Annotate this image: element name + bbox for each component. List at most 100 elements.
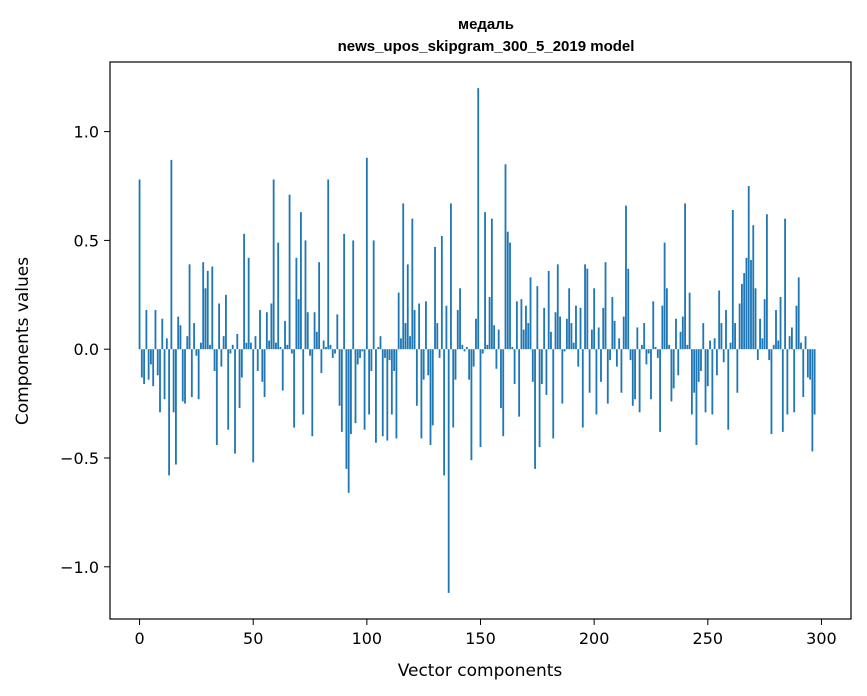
bar-255: [718, 290, 721, 350]
bar-222: [643, 323, 646, 350]
bar-206: [606, 349, 609, 404]
bar-157: [495, 349, 498, 369]
bar-169: [522, 329, 525, 350]
bar-60: [275, 342, 277, 350]
bar-162: [506, 231, 509, 350]
bar-226: [652, 301, 655, 350]
bar-209: [613, 320, 616, 350]
bar-129: [431, 349, 434, 426]
bars-group: [138, 88, 816, 593]
bar-297: [813, 349, 816, 415]
bar-224: [647, 349, 650, 354]
bar-205: [604, 262, 607, 350]
x-tick-label: 100: [352, 629, 383, 648]
bar-102: [370, 349, 373, 371]
bar-238: [679, 331, 682, 350]
bar-44: [238, 349, 241, 408]
bar-168: [520, 299, 523, 350]
bar-116: [402, 203, 405, 350]
chart-subtitle: news_upos_skipgram_300_5_2019 model: [338, 38, 635, 55]
x-axis-ticks: 0 50 100 150 200 250 300: [134, 619, 837, 648]
bar-3: [145, 310, 148, 350]
bar-241: [686, 344, 689, 350]
bar-61: [277, 242, 280, 350]
bar-237: [677, 349, 680, 376]
bar-58: [270, 303, 273, 350]
bar-234: [670, 349, 673, 402]
bar-186: [561, 349, 564, 404]
bar-100: [365, 157, 368, 350]
bar-121: [413, 310, 416, 350]
bar-221: [640, 344, 643, 350]
bar-164: [511, 347, 514, 350]
bar-68: [293, 349, 296, 428]
bar-14: [170, 159, 173, 350]
bar-81: [322, 340, 325, 350]
bar-137: [450, 203, 452, 350]
bar-110: [388, 349, 391, 361]
bar-283: [781, 349, 784, 432]
bar-134: [443, 349, 446, 476]
x-tick-label: 150: [465, 629, 496, 648]
bar-236: [675, 318, 677, 350]
bar-133: [440, 236, 443, 350]
bar-189: [568, 288, 571, 350]
bar-180: [547, 270, 550, 350]
bar-115: [400, 338, 402, 350]
bar-248: [702, 323, 705, 350]
bar-200: [593, 288, 596, 350]
bar-167: [518, 349, 521, 417]
bar-111: [390, 349, 393, 415]
bar-31: [209, 344, 211, 350]
y-tick-label: −1.0: [60, 558, 99, 577]
bar-210: [615, 349, 618, 367]
bar-132: [438, 349, 441, 358]
bar-163: [509, 242, 511, 350]
bar-22: [188, 264, 191, 350]
bar-214: [625, 205, 627, 350]
bar-112: [393, 349, 396, 371]
bar-252: [711, 349, 714, 415]
bar-11: [163, 349, 166, 400]
bar-97: [359, 349, 361, 358]
bar-145: [468, 349, 471, 380]
bar-295: [809, 349, 811, 380]
bar-280: [775, 310, 777, 350]
bar-18: [179, 325, 182, 350]
bar-62: [279, 347, 282, 350]
bar-41: [231, 344, 234, 350]
bar-138: [452, 349, 455, 428]
bar-239: [681, 316, 684, 350]
bar-242: [688, 292, 691, 350]
bar-288: [793, 349, 796, 413]
bar-161: [504, 164, 507, 350]
bar-185: [559, 316, 561, 350]
bar-202: [597, 327, 600, 350]
bar-30: [206, 270, 209, 350]
bar-146: [470, 349, 473, 461]
bar-52: [256, 349, 259, 371]
bar-57: [268, 340, 271, 350]
bar-207: [609, 349, 611, 361]
bar-289: [795, 305, 798, 350]
bar-240: [684, 203, 686, 350]
y-tick-label: −0.5: [60, 449, 99, 468]
bar-273: [759, 318, 761, 350]
bar-17: [177, 316, 180, 350]
bar-27: [200, 342, 202, 350]
bar-36: [220, 349, 223, 367]
bar-176: [538, 349, 541, 448]
bar-293: [804, 336, 807, 350]
bar-135: [445, 305, 448, 350]
bar-187: [563, 349, 566, 352]
bar-104: [375, 349, 377, 443]
bar-21: [186, 336, 189, 350]
bar-32: [211, 266, 214, 350]
bar-90: [343, 233, 346, 350]
y-tick-label: 0.5: [74, 231, 99, 250]
bar-122: [415, 349, 418, 406]
bar-179: [545, 349, 548, 395]
bar-69: [295, 257, 298, 350]
bar-73: [304, 240, 307, 350]
bar-98: [361, 349, 364, 352]
